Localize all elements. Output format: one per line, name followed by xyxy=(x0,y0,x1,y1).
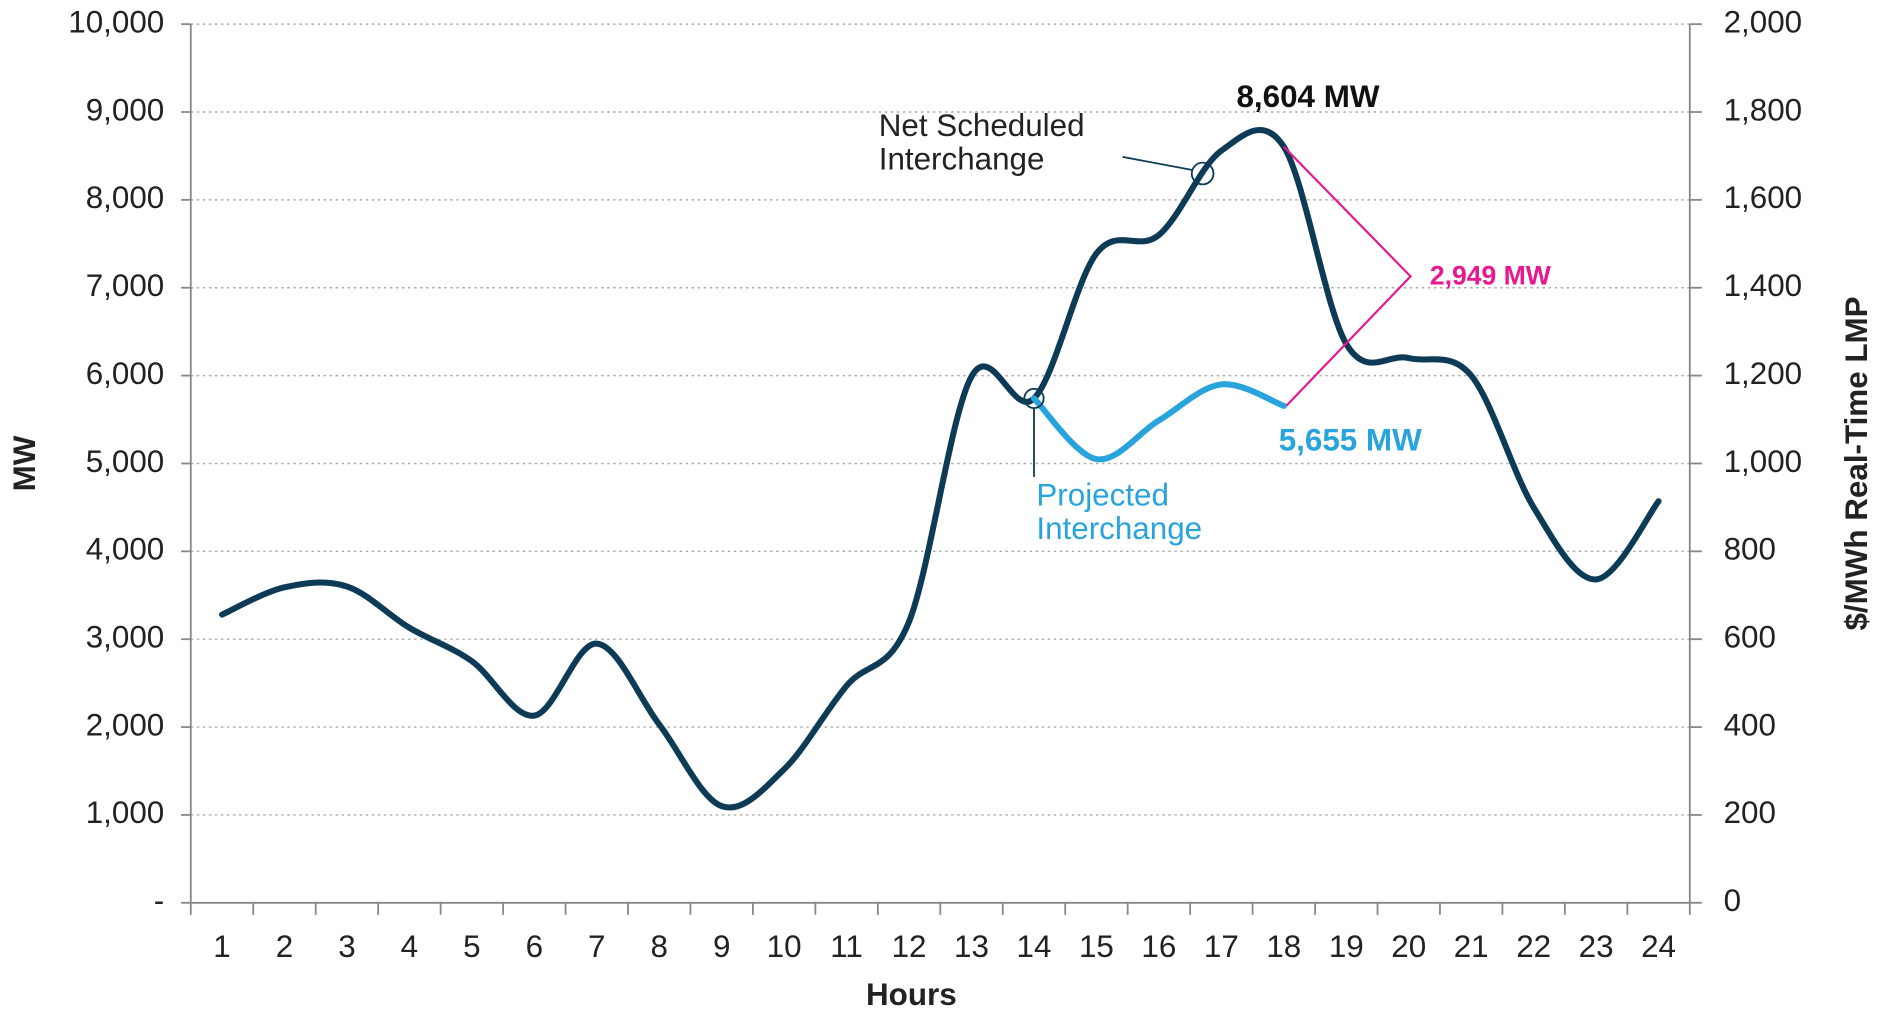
x-tick-label: 11 xyxy=(830,929,863,964)
x-tick-label: 7 xyxy=(588,929,605,964)
x-tick-label: 3 xyxy=(338,929,355,964)
x-tick-label: 13 xyxy=(954,929,989,964)
x-tick-label: 22 xyxy=(1516,929,1551,964)
x-tick-label: 17 xyxy=(1204,929,1239,964)
series-line xyxy=(218,127,1662,811)
y2-tick-label: 1,000 xyxy=(1724,444,1803,479)
y-tick-label: 5,000 xyxy=(86,444,165,479)
y2-tick-label: 0 xyxy=(1724,883,1741,918)
y-tick-label: 3,000 xyxy=(86,619,165,654)
y2-tick-label: 200 xyxy=(1724,795,1776,830)
y2-tick-label: 1,600 xyxy=(1724,180,1803,215)
difference-bracket xyxy=(1283,146,1413,407)
series-annotation: Projected Interchange xyxy=(1036,478,1202,547)
x-tick-label: 21 xyxy=(1454,929,1489,964)
x-axis-title: Hours xyxy=(866,977,957,1009)
series-annotation: Net Scheduled Interchange xyxy=(879,108,1085,177)
y2-tick-label: 800 xyxy=(1724,532,1776,567)
y2-tick-label: 1,200 xyxy=(1724,356,1803,391)
x-tick-label: 6 xyxy=(526,929,543,964)
y-tick-label: - xyxy=(154,883,164,918)
x-tick-label: 16 xyxy=(1141,929,1176,964)
y-tick-label: 2,000 xyxy=(86,707,165,742)
x-tick-label: 18 xyxy=(1266,929,1301,964)
y-tick-label: 10,000 xyxy=(68,4,164,39)
y2-tick-label: 1,800 xyxy=(1724,92,1803,127)
y-axis-title: MW xyxy=(7,435,42,491)
x-tick-label: 15 xyxy=(1079,929,1114,964)
x-tick-label: 12 xyxy=(892,929,927,964)
y-tick-label: 1,000 xyxy=(86,795,165,830)
value-label: 8,604 MW xyxy=(1236,79,1379,114)
y2-tick-label: 2,000 xyxy=(1724,4,1803,39)
x-tick-label: 8 xyxy=(651,929,668,964)
y-tick-label: 7,000 xyxy=(86,268,165,303)
x-tick-label: 14 xyxy=(1017,929,1052,964)
series-line xyxy=(1030,381,1287,463)
y2-tick-label: 1,400 xyxy=(1724,268,1803,303)
y-tick-label: 6,000 xyxy=(86,356,165,391)
y-tick-label: 8,000 xyxy=(86,180,165,215)
annotation-pointer xyxy=(1122,156,1192,171)
x-tick-label: 10 xyxy=(767,929,802,964)
difference-label: 2,949 MW xyxy=(1430,261,1552,291)
x-tick-label: 1 xyxy=(213,929,230,964)
x-tick-label: 9 xyxy=(713,929,730,964)
x-tick-label: 4 xyxy=(401,929,418,964)
y2-tick-label: 600 xyxy=(1724,619,1776,654)
x-tick-label: 23 xyxy=(1579,929,1614,964)
marker-ring xyxy=(1190,161,1215,186)
x-tick-label: 2 xyxy=(276,929,293,964)
x-tick-label: 5 xyxy=(463,929,480,964)
y2-tick-label: 400 xyxy=(1724,707,1776,742)
x-tick-label: 24 xyxy=(1641,929,1676,964)
x-tick-label: 19 xyxy=(1329,929,1364,964)
x-tick-label: 20 xyxy=(1391,929,1426,964)
y-tick-label: 9,000 xyxy=(86,92,165,127)
value-label: 5,655 MW xyxy=(1279,422,1422,457)
y-tick-label: 4,000 xyxy=(86,532,165,567)
y2-axis-title: $/MWh Real-Time LMP xyxy=(1839,296,1874,630)
